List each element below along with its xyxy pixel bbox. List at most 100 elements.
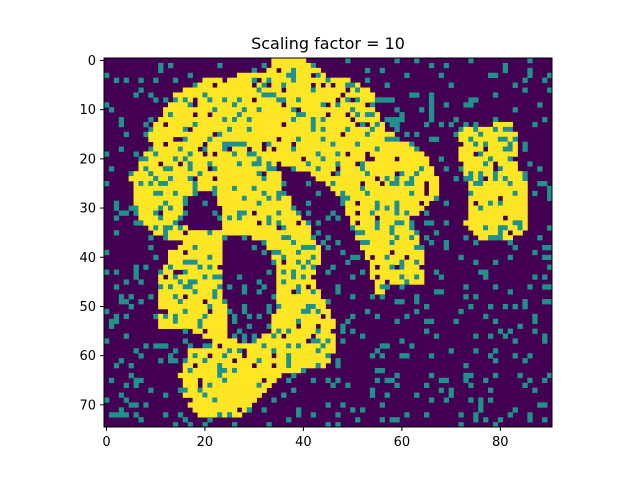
heatmap-cell [330, 348, 336, 354]
heatmap-cell [286, 210, 292, 216]
heatmap-cell [537, 235, 543, 241]
heatmap-cell [497, 215, 504, 221]
heatmap-cell [374, 166, 381, 172]
heatmap-cell [163, 284, 169, 290]
heatmap-cell [241, 166, 248, 172]
heatmap-cell [261, 205, 267, 211]
heatmap-cell [177, 92, 184, 98]
heatmap-cell [433, 176, 440, 182]
heatmap-cell [271, 313, 277, 320]
heatmap-cell [236, 353, 243, 359]
heatmap-cell [325, 299, 331, 305]
heatmap-cell [172, 274, 179, 280]
heatmap-cell [291, 259, 297, 265]
heatmap-cell [192, 259, 198, 265]
heatmap-cell [246, 382, 253, 388]
heatmap-cell [222, 318, 228, 325]
heatmap-cell [404, 200, 410, 206]
heatmap-cell [404, 146, 410, 152]
heatmap-cell [187, 146, 193, 152]
heatmap-cell [522, 382, 528, 388]
heatmap-cell [369, 220, 376, 226]
heatmap-cell [192, 181, 198, 187]
heatmap-cell [286, 121, 292, 128]
heatmap-cell [404, 412, 410, 418]
heatmap-cell [409, 210, 415, 216]
heatmap-cell [256, 107, 262, 113]
heatmap-cell [364, 195, 371, 202]
heatmap-cell [325, 308, 331, 315]
heatmap-cell [364, 77, 371, 83]
heatmap-cell [492, 318, 499, 325]
heatmap-cell [153, 141, 159, 147]
heatmap-cell [217, 249, 223, 256]
heatmap-cell [212, 353, 218, 359]
heatmap-cell [236, 230, 243, 236]
heatmap-cell [163, 235, 169, 241]
heatmap-cell [296, 102, 302, 108]
heatmap-cell [315, 289, 321, 295]
heatmap-cell [222, 382, 228, 388]
heatmap-cell [448, 392, 454, 398]
heatmap-cell [483, 181, 489, 187]
heatmap-cell [182, 377, 189, 384]
heatmap-cell [291, 264, 297, 270]
heatmap-cell [276, 279, 282, 285]
heatmap-cell [360, 97, 366, 103]
heatmap-cell [246, 82, 253, 88]
heatmap-cell [296, 333, 302, 339]
heatmap-cell [202, 348, 208, 354]
heatmap-cell [202, 136, 208, 142]
heatmap-cell [153, 200, 159, 206]
heatmap-cell [488, 151, 494, 157]
heatmap-cell [394, 195, 400, 202]
heatmap-cell [104, 338, 110, 344]
heatmap-cell [217, 171, 223, 177]
heatmap-cell [404, 240, 410, 246]
heatmap-cell [300, 264, 307, 270]
heatmap-cell [266, 215, 272, 221]
heatmap-cell [300, 151, 307, 157]
heatmap-cell [232, 338, 238, 344]
heatmap-cell [217, 185, 223, 192]
heatmap-cell [138, 166, 144, 172]
heatmap-cell [542, 338, 548, 344]
heatmap-cell [291, 235, 297, 241]
heatmap-cell [355, 190, 361, 197]
heatmap-cell [296, 358, 302, 364]
heatmap-cell [246, 402, 253, 408]
heatmap-cell [246, 230, 253, 236]
heatmap-cell [222, 323, 228, 329]
heatmap-cell [227, 126, 233, 133]
heatmap-cell [345, 181, 351, 187]
heatmap-cell [507, 166, 513, 172]
heatmap-cell [330, 166, 336, 172]
heatmap-cell [187, 107, 193, 113]
heatmap-cell [197, 121, 203, 128]
heatmap-cell [168, 131, 174, 138]
heatmap-cell [217, 176, 223, 182]
heatmap-cell [305, 210, 312, 216]
heatmap-cell [276, 323, 282, 329]
heatmap-cell [542, 117, 548, 123]
heatmap-cell [414, 210, 420, 216]
heatmap-cell [492, 422, 499, 427]
heatmap-cell [271, 358, 277, 364]
heatmap-cell [251, 146, 257, 152]
heatmap-cell [414, 92, 420, 98]
heatmap-cell [276, 87, 282, 93]
heatmap-cell [286, 200, 292, 206]
heatmap-cell [330, 318, 336, 325]
heatmap-cell [296, 348, 302, 354]
heatmap-cell [202, 343, 208, 349]
heatmap-cell [276, 131, 282, 138]
heatmap-cell [320, 141, 326, 147]
heatmap-cell [168, 166, 174, 172]
heatmap-cell [276, 313, 282, 320]
heatmap-cell [168, 62, 174, 69]
heatmap-cell [168, 181, 174, 187]
heatmap-cell [212, 392, 218, 398]
heatmap-cell [256, 87, 262, 93]
heatmap-cell [266, 112, 272, 118]
heatmap-cell [187, 230, 193, 236]
